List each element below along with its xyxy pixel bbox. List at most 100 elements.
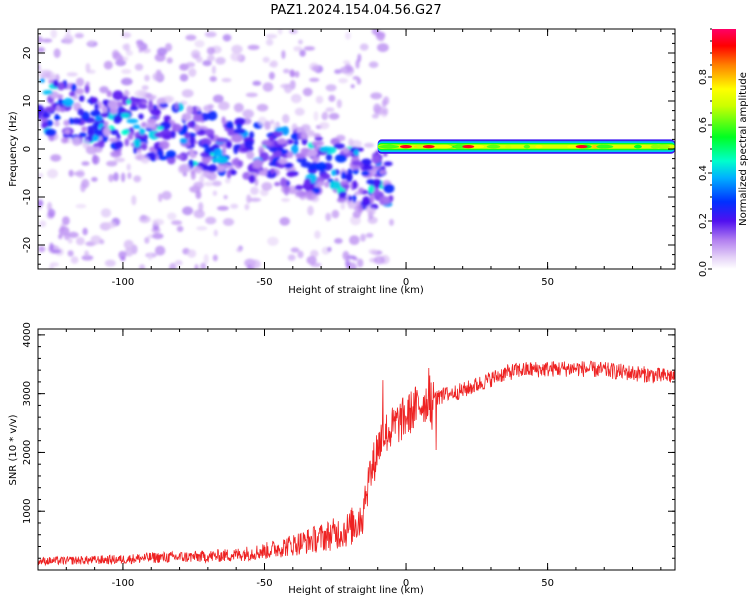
- spectrogram-blob: [365, 205, 370, 213]
- spectrogram-blob: [365, 232, 374, 238]
- spectrogram-blob: [273, 130, 283, 137]
- spectrogram-blob: [80, 182, 86, 193]
- spectrogram-blob: [362, 196, 371, 207]
- spectrogram-blob: [133, 175, 142, 183]
- spectrogram-blob: [120, 108, 127, 113]
- signal-band-hotspot: [657, 144, 670, 149]
- spectrogram-blob: [94, 103, 99, 111]
- spectrogram-blob: [325, 153, 333, 162]
- spectrogram-blob: [38, 199, 44, 207]
- spectrogram-blob: [74, 88, 85, 95]
- snr-y-tick-label: 3000: [22, 381, 33, 406]
- spectrogram-blob: [236, 123, 243, 129]
- spectrogram-blob: [203, 254, 209, 264]
- spectrogram-blob: [289, 29, 298, 34]
- snr-y-tick-label: 4000: [22, 322, 33, 347]
- spectrogram-blob: [59, 107, 66, 113]
- signal-band-hotspot: [567, 144, 577, 149]
- spectrogram-blob: [211, 157, 223, 162]
- spectrogram-blob: [331, 169, 337, 176]
- spectrogram-blob: [199, 175, 205, 184]
- spectrogram-blob: [82, 227, 88, 236]
- spectrogram-blob: [225, 120, 234, 130]
- spectrogram-blob: [92, 122, 100, 128]
- spectrogram-blob: [63, 34, 74, 45]
- spectrogram-blob: [290, 144, 299, 155]
- spectrogram-blob: [124, 247, 134, 257]
- colorbar-ticks: 0.0 0.2 0.4 0.6 0.8: [698, 28, 712, 277]
- spectrogram-blob: [179, 137, 188, 145]
- spectrogram-blob: [187, 121, 194, 128]
- spectrogram-blob: [245, 92, 258, 98]
- spectrogram-blob: [147, 118, 157, 124]
- spectrogram-blob: [38, 36, 43, 44]
- spectrogram-blob: [311, 156, 320, 163]
- spectrogram-blob: [81, 161, 90, 166]
- spectrogram-blob: [104, 259, 116, 267]
- spectrogram-blob: [70, 256, 79, 264]
- spectrogram-blob: [204, 147, 212, 155]
- signal-band-hotspot: [535, 144, 543, 149]
- spectrogram-blob: [79, 132, 87, 138]
- spectrogram-blob: [123, 239, 134, 250]
- spectrogram-blob: [314, 230, 321, 239]
- spectrogram-blob: [262, 82, 274, 92]
- snr-y-ticks: 1000 2000 3000 4000: [22, 322, 675, 571]
- spectrogram-blob: [373, 256, 385, 265]
- spectrogram-blob: [126, 99, 131, 105]
- spectrogram-blob: [198, 202, 204, 212]
- spectrogram-blob: [50, 29, 58, 39]
- signal-band-peak: [400, 145, 412, 149]
- spectrogram-x-tick-label: 50: [541, 277, 554, 288]
- spectrogram-blob: [292, 97, 299, 104]
- spectrogram-blob: [203, 181, 215, 187]
- spectrogram-blob: [108, 137, 119, 143]
- spectrogram-blob: [81, 126, 88, 132]
- spectrogram-blob: [152, 72, 164, 82]
- spectrogram-blob: [164, 95, 175, 103]
- spectrogram-blob: [112, 90, 124, 101]
- spectrogram-blob: [93, 142, 104, 148]
- spectrogram-blob: [212, 94, 224, 103]
- spectrogram-blob: [342, 60, 351, 65]
- spectrogram-blob: [193, 124, 201, 132]
- spectrogram-blob: [358, 203, 364, 214]
- spectrogram-blob: [372, 178, 381, 186]
- spectrogram-blob: [341, 184, 350, 189]
- spectrogram-blob: [49, 242, 54, 252]
- spectrogram-blob: [294, 107, 305, 116]
- spectrogram-blob: [247, 44, 260, 51]
- spectrogram-blob: [322, 111, 328, 119]
- spectrogram-blob: [182, 172, 188, 177]
- signal-band-hotspot: [505, 144, 512, 149]
- spectrogram-blob: [139, 127, 146, 136]
- spectrogram-blob: [335, 134, 346, 142]
- spectrogram-blob: [254, 178, 259, 187]
- spectrogram-blob: [307, 150, 318, 157]
- spectrogram-blob: [252, 158, 263, 169]
- spectrogram-blob: [278, 158, 288, 165]
- spectrogram-blob: [315, 95, 324, 104]
- spectrogram-blob: [249, 131, 255, 139]
- spectrogram-blob: [185, 61, 196, 68]
- spectrogram-blob: [134, 89, 147, 98]
- spectrogram-blob: [148, 99, 153, 110]
- spectrogram-blob: [113, 172, 119, 182]
- spectrogram-blob: [41, 38, 53, 43]
- spectrogram-blob: [218, 101, 230, 111]
- spectrogram-blob: [171, 220, 183, 226]
- spectrogram-blob: [261, 182, 273, 191]
- colorbar-tick-label: 0.6: [698, 117, 709, 133]
- spectrogram-blob: [136, 43, 143, 49]
- spectrogram-blob: [277, 29, 283, 35]
- spectrogram-blob: [274, 181, 280, 187]
- spectrogram-blob: [272, 150, 283, 158]
- spectrogram-blob: [121, 77, 133, 86]
- spectrogram-blob: [108, 174, 114, 183]
- spectrogram-blob: [261, 139, 272, 147]
- spectrogram-blob: [268, 161, 276, 167]
- spectrogram-blob: [190, 49, 201, 59]
- spectrogram-blob: [275, 126, 285, 132]
- spectrogram-blob: [341, 171, 347, 180]
- signal-band-peak: [462, 145, 475, 149]
